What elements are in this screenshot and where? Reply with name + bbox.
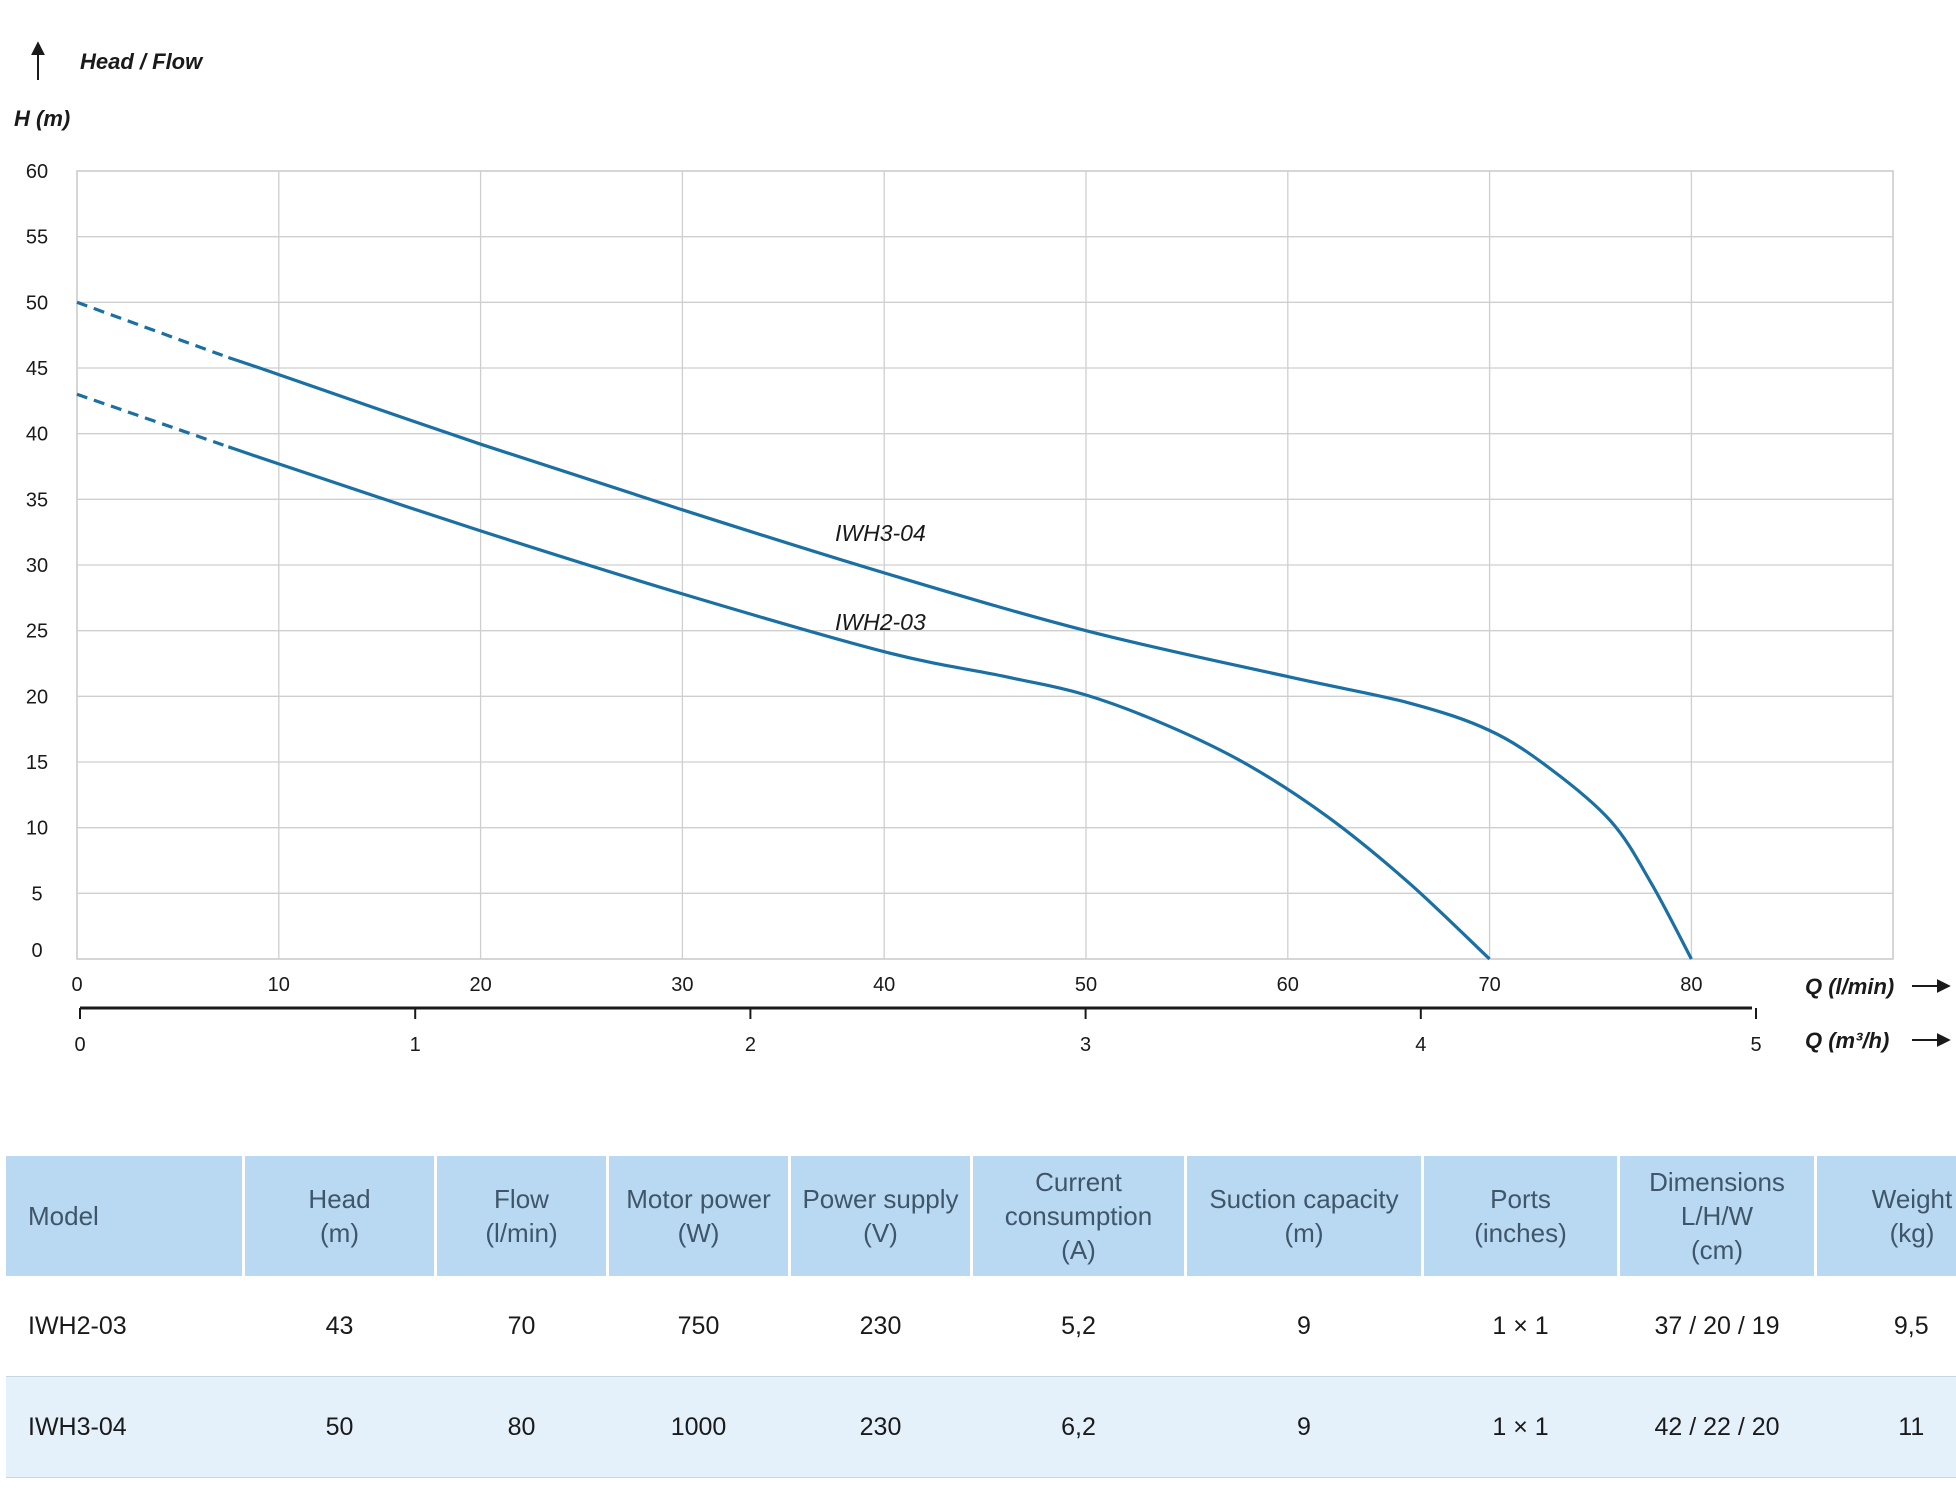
table-header-cell: Motor power (W) [606,1156,790,1276]
x-tick-label: 50 [1075,974,1097,996]
table-header-text: Suction capacity [1209,1184,1399,1214]
y-tick-label: 50 [26,292,48,314]
table-header-cell: Dimensions L/H/W (cm) [1617,1156,1816,1276]
table-cell: 37 / 20 / 19 [1618,1276,1816,1377]
series-line [227,445,1491,961]
y-tick-label: 0 [31,940,42,962]
table-header-text: (cm) [1691,1235,1743,1265]
series-line [227,355,1693,960]
x-tick-label: 10 [268,974,290,996]
x-tick-label: 30 [671,974,693,996]
series-line-dashed [76,392,229,449]
x-tick-label: 20 [469,974,491,996]
table-row: IWH3-04 50 80 1000 230 6,2 9 1 × 1 42 / 22 / 20 1… [6,1376,1956,1478]
table-header-text: Weight [1871,1184,1953,1214]
table-header-text: Flow [494,1184,549,1214]
y-tick-label: 30 [26,555,48,577]
x2-tick-label: 4 [1415,1034,1426,1056]
table-header-text: (inches) [1474,1218,1567,1248]
y-tick-label: 10 [26,818,48,840]
y-tick-label: 35 [26,489,48,511]
table-row: IWH2-03 43 70 750 230 5,2 9 1 × 1 37 / 20 / 19 9,… [6,1276,1956,1377]
table-header-cell: Current consumption (A) [970,1156,1186,1276]
table-header-text: L/H/W [1680,1201,1754,1231]
table-cell: 1 × 1 [1422,1376,1619,1478]
x2-tick-label: 2 [745,1034,756,1056]
table-cell: 1000 [607,1376,790,1478]
x2-tick-label: 3 [1080,1034,1091,1056]
x-tick-label: 0 [71,974,82,996]
x-tick-label: 60 [1277,974,1299,996]
table-cell: 1 × 1 [1422,1276,1619,1377]
table-header-text: Head [308,1184,371,1214]
series-label: IWH2-03 [835,609,926,635]
y-tick-label: 45 [26,358,48,380]
table-header-cell: Ports (inches) [1421,1156,1619,1276]
table-cell: 50 [243,1376,436,1478]
x-tick-label: 80 [1680,974,1702,996]
y-axis-label: H (m) [14,106,70,131]
x-tick-label: 40 [873,974,895,996]
series-line-dashed [76,300,229,360]
x-axis-label: Q (l/min) [1805,974,1894,999]
table-header-cell: Weight (kg) [1814,1156,1956,1276]
table-header-text: consumption [1004,1201,1153,1231]
table-cell: 11 [1815,1376,1956,1478]
table-header-text: (kg) [1889,1218,1935,1248]
table-cell: 6,2 [971,1376,1186,1478]
table-cell: 70 [435,1276,608,1377]
spec-table: Model Head (m) Flow (l/min) Motor power (W) Pow… [6,1156,1956,1478]
table-header-text: Motor power [626,1184,771,1214]
y-tick-label: 15 [26,752,48,774]
table-cell: 5,2 [971,1276,1186,1377]
y-tick-label: 55 [26,227,48,249]
table-header-text: (A) [1061,1235,1096,1265]
y-tick-label: 60 [26,161,48,183]
table-header-row: Model Head (m) Flow (l/min) Motor power (W) Pow… [6,1156,1956,1276]
table-header-cell: Suction capacity (m) [1184,1156,1423,1276]
y-tick-label: 25 [26,621,48,643]
table-cell: 750 [607,1276,790,1377]
y-tick-label: 5 [31,883,42,905]
table-header-cell: Head (m) [242,1156,436,1276]
table-cell: 9 [1185,1276,1423,1377]
table-header-text: Ports [1490,1184,1551,1214]
series-label: IWH3-04 [835,520,926,546]
x2-tick-label: 0 [74,1034,85,1056]
table-header-cell: Power supply (V) [788,1156,972,1276]
table-cell: IWH2-03 [6,1276,244,1377]
y-tick-label: 20 [26,686,48,708]
table-header-cell: Flow (l/min) [434,1156,608,1276]
table-cell: 80 [435,1376,608,1478]
table-cell: 43 [243,1276,436,1377]
table-header-cell: Model [6,1156,244,1276]
y-tick-label: 40 [26,424,48,446]
table-header-text: Current [1035,1167,1122,1197]
table-header-text: (V) [863,1218,898,1248]
table-header-text: Power supply [802,1184,959,1214]
table-cell: 230 [789,1276,972,1377]
x2-tick-label: 1 [410,1034,421,1056]
table-cell: 9,5 [1815,1276,1956,1377]
table-header-text: (m) [1284,1218,1324,1248]
x2-tick-label: 5 [1750,1034,1761,1056]
table-cell: 230 [789,1376,972,1478]
table-cell: 42 / 22 / 20 [1618,1376,1816,1478]
table-header-text: (m) [320,1218,359,1248]
table-header-text: (l/min) [485,1218,558,1248]
table-header-text: Model [28,1201,99,1231]
x2-axis-label: Q (m³/h) [1805,1028,1889,1053]
x-tick-label: 70 [1478,974,1500,996]
table-cell: IWH3-04 [6,1376,244,1478]
table-header-text: Dimensions [1649,1167,1785,1197]
y-axis-title: Head / Flow [80,49,204,74]
table-header-text: (W) [677,1218,720,1248]
table-cell: 9 [1185,1376,1423,1478]
